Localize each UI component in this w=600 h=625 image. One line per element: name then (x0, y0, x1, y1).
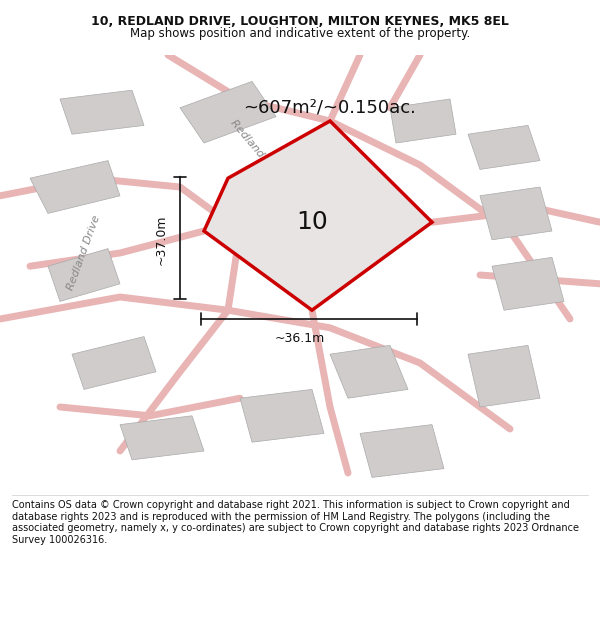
Polygon shape (468, 346, 540, 407)
Polygon shape (330, 346, 408, 398)
Polygon shape (60, 90, 144, 134)
Polygon shape (48, 249, 120, 301)
Text: ~607m²/~0.150ac.: ~607m²/~0.150ac. (244, 99, 416, 117)
Polygon shape (240, 389, 324, 442)
Polygon shape (120, 416, 204, 460)
Text: Contains OS data © Crown copyright and database right 2021. This information is : Contains OS data © Crown copyright and d… (12, 500, 579, 545)
Text: ~36.1m: ~36.1m (275, 332, 325, 345)
Polygon shape (180, 81, 276, 143)
Polygon shape (204, 121, 432, 310)
Text: Redland Drive: Redland Drive (66, 214, 102, 292)
Polygon shape (360, 424, 444, 478)
Polygon shape (390, 99, 456, 143)
Text: 10: 10 (296, 210, 328, 234)
Text: 10, REDLAND DRIVE, LOUGHTON, MILTON KEYNES, MK5 8EL: 10, REDLAND DRIVE, LOUGHTON, MILTON KEYN… (91, 16, 509, 28)
Polygon shape (72, 337, 156, 389)
Polygon shape (492, 258, 564, 310)
Text: ~37.0m: ~37.0m (155, 214, 168, 265)
Text: Map shows position and indicative extent of the property.: Map shows position and indicative extent… (130, 27, 470, 39)
Text: Redland Drive: Redland Drive (229, 118, 287, 186)
Polygon shape (480, 187, 552, 240)
Polygon shape (30, 161, 120, 213)
Polygon shape (468, 126, 540, 169)
